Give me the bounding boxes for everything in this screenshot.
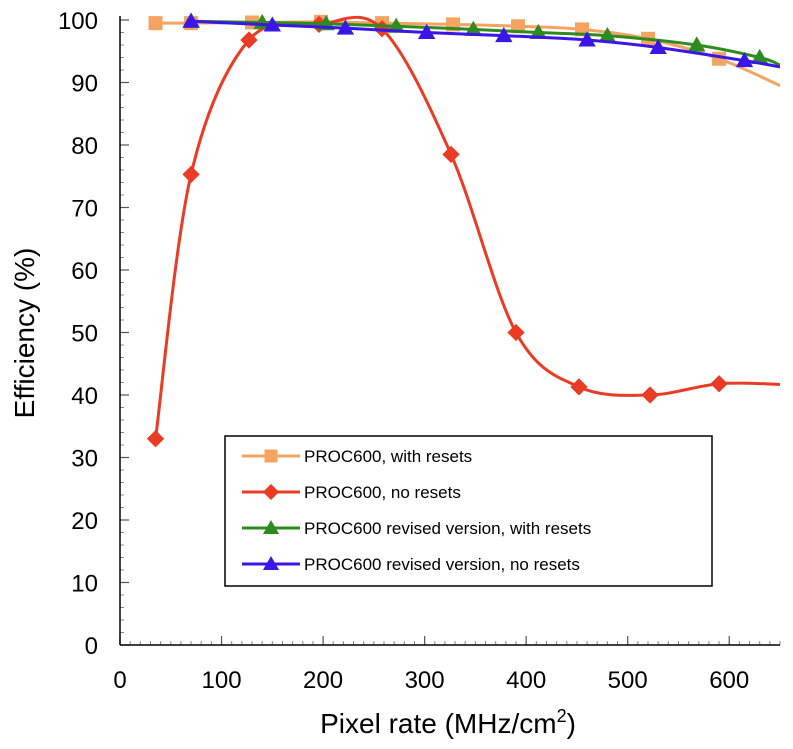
y-tick-label: 50 <box>71 321 98 348</box>
legend: PROC600, with resets PROC600, no resets PR… <box>224 435 713 587</box>
y-tick-label: 30 <box>71 446 98 473</box>
x-tick-label: 300 <box>405 667 445 694</box>
data-point-square <box>511 19 526 34</box>
y-tick-label: 90 <box>71 71 98 98</box>
data-point-triangle <box>182 12 200 28</box>
series-line <box>191 19 780 67</box>
data-point-triangle <box>387 17 405 33</box>
x-tick-label: 100 <box>202 667 242 694</box>
y-tick-label: 40 <box>71 383 98 410</box>
series-3 <box>182 12 780 67</box>
legend-entry: PROC600 revised version, with resets <box>242 519 591 538</box>
data-point-triangle <box>263 16 281 32</box>
data-point-triangle <box>529 23 548 40</box>
data-point-diamond <box>262 483 280 501</box>
data-point-diamond <box>570 378 588 396</box>
y-tick-label: 80 <box>71 133 98 160</box>
y-tick-label: 60 <box>71 258 98 285</box>
data-point-triangle <box>336 19 355 35</box>
data-point-triangle <box>735 51 754 68</box>
data-point-diamond <box>710 375 728 393</box>
legend-label: PROC600 revised version, no resets <box>304 555 580 574</box>
legend-label: PROC600 revised version, with resets <box>304 519 591 538</box>
x-tick-label: 600 <box>709 667 749 694</box>
x-axis-title-suffix: ) <box>567 708 576 739</box>
y-tick-label: 10 <box>71 571 98 598</box>
legend-entry: PROC600 revised version, no resets <box>242 555 580 574</box>
x-tick-label: 200 <box>303 667 343 694</box>
x-tick-label: 500 <box>608 667 648 694</box>
y-tick-label: 20 <box>71 508 98 535</box>
series-4 <box>182 12 780 69</box>
axis-ticks: 0 100 200 300 400 500 600 0 10 20 30 40 50 60 70 80 90 10… <box>58 8 781 694</box>
data-point-diamond <box>240 31 258 49</box>
data-point-triangle <box>417 23 436 40</box>
data-point-triangle <box>262 555 280 571</box>
data-point-diamond <box>641 386 659 404</box>
axes <box>119 16 780 646</box>
data-point-triangle <box>688 36 706 52</box>
x-tick-label: 0 <box>113 667 126 694</box>
legend-label: PROC600, no resets <box>304 483 461 502</box>
y-axis-title: Efficiency (%) <box>9 248 40 419</box>
series-2 <box>146 15 780 448</box>
data-point-triangle <box>495 26 513 43</box>
x-axis-title-main: Pixel rate (MHz/cm <box>320 708 556 739</box>
data-point-diamond <box>442 145 460 164</box>
legend-entry: PROC600, with resets <box>242 447 472 466</box>
x-tick-label: 400 <box>506 667 546 694</box>
legend-entry: PROC600, no resets <box>242 483 461 502</box>
data-point-triangle <box>464 20 483 36</box>
y-tick-label: 100 <box>58 8 98 35</box>
series-line <box>154 15 780 439</box>
data-point-diamond <box>507 323 525 342</box>
data-point-triangle <box>262 519 280 535</box>
x-axis-title: Pixel rate (MHz/cm2) <box>320 706 576 739</box>
data-point-diamond <box>182 165 200 184</box>
data-point-triangle <box>598 26 617 43</box>
y-tick-label: 70 <box>71 196 98 223</box>
data-point-square <box>264 449 278 463</box>
data-point-triangle <box>578 31 596 47</box>
data-point-diamond <box>146 430 165 448</box>
plot-area <box>146 12 780 448</box>
data-point-square <box>148 16 163 31</box>
legend-box <box>224 435 713 587</box>
data-point-triangle <box>649 38 667 55</box>
legend-label: PROC600, with resets <box>304 447 472 466</box>
y-tick-label: 0 <box>85 633 98 660</box>
data-point-triangle <box>751 48 769 65</box>
x-axis-title-superscript: 2 <box>557 706 567 726</box>
